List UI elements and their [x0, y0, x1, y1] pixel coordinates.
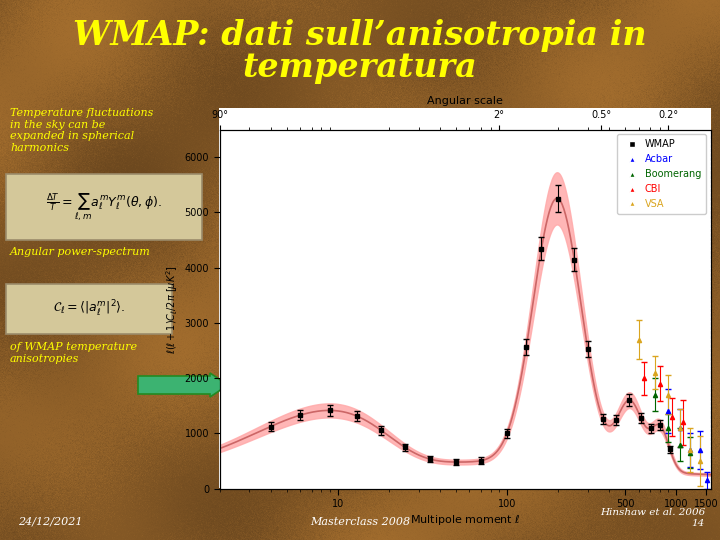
FancyArrow shape [138, 373, 228, 397]
Text: temperatura: temperatura [243, 51, 477, 84]
Text: Temperature fluctuations
in the sky can be
expanded in spherical
harmonics: Temperature fluctuations in the sky can … [10, 108, 153, 153]
Text: $\mathcal{C}_\ell = \langle |a_\ell^m|^2 \rangle.$: $\mathcal{C}_\ell = \langle |a_\ell^m|^2… [53, 299, 125, 319]
Text: Angular power-spectrum: Angular power-spectrum [10, 247, 150, 257]
X-axis label: Angular scale: Angular scale [427, 96, 503, 106]
Text: WMAP: dati sull’anisotropia in: WMAP: dati sull’anisotropia in [73, 18, 647, 51]
FancyBboxPatch shape [6, 174, 202, 240]
Text: Masterclass 2008: Masterclass 2008 [310, 517, 410, 527]
Text: 24/12/2021: 24/12/2021 [18, 517, 83, 527]
Text: Hinshaw et al. 2006
14: Hinshaw et al. 2006 14 [600, 508, 705, 528]
FancyBboxPatch shape [6, 284, 172, 334]
Legend: WMAP, Acbar, Boomerang, CBI, VSA: WMAP, Acbar, Boomerang, CBI, VSA [617, 134, 706, 214]
X-axis label: Multipole moment $\ell$: Multipole moment $\ell$ [410, 514, 521, 527]
Y-axis label: $\ell(\ell+1)C_\ell / 2\pi \ [\mu K^2]$: $\ell(\ell+1)C_\ell / 2\pi \ [\mu K^2]$ [165, 265, 181, 354]
Text: of WMAP temperature
anisotropies: of WMAP temperature anisotropies [10, 342, 137, 363]
Bar [219, 108, 711, 488]
Text: $\frac{\Delta T}{T} = \sum_{\ell,m} a_\ell^m Y_\ell^m(\theta,\phi).$: $\frac{\Delta T}{T} = \sum_{\ell,m} a_\e… [46, 191, 162, 223]
